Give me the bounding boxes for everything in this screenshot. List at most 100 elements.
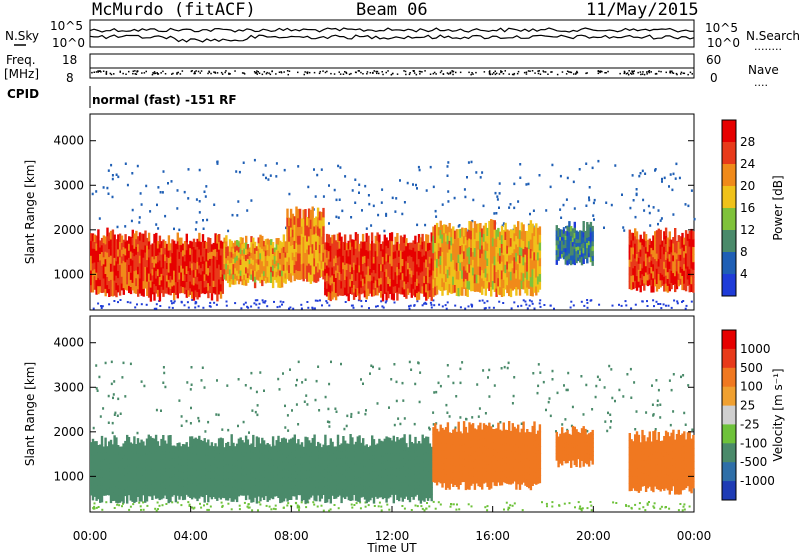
ground-cell: [351, 507, 353, 509]
scatter-cell: [256, 391, 258, 394]
freq-mark: [490, 74, 492, 76]
scatter-cell: [465, 418, 467, 421]
scatter-cell: [657, 223, 659, 226]
ground-cell: [97, 303, 99, 305]
freq-mark: [334, 73, 336, 75]
scatter-cell: [108, 395, 110, 398]
data-cell: [692, 239, 694, 247]
scatter-cell: [202, 367, 204, 370]
ground-cell: [531, 300, 533, 302]
scatter-cell: [191, 384, 193, 387]
data-cell: [283, 234, 285, 241]
noise-trace: [90, 35, 694, 42]
ground-cell: [574, 506, 576, 508]
scatter-cell: [642, 199, 644, 202]
scatter-cell: [328, 421, 330, 424]
data-cell: [367, 236, 369, 244]
scatter-cell: [156, 409, 158, 412]
scatter-cell: [551, 164, 553, 167]
freq-mark: [268, 72, 270, 74]
ground-cell: [162, 504, 164, 506]
scatter-cell: [525, 183, 527, 186]
scatter-cell: [123, 362, 125, 365]
freq-label: Freq.: [6, 53, 36, 67]
freq-mark: [374, 70, 376, 72]
freq-mark: [322, 70, 324, 72]
scatter-cell: [447, 165, 449, 168]
data-cell: [396, 233, 398, 242]
scatter-cell: [636, 188, 638, 191]
ground-cell: [404, 508, 406, 510]
scatter-cell: [493, 212, 495, 215]
scatter-cell: [284, 405, 286, 408]
freq-mark: [387, 70, 389, 72]
ground-cell: [642, 301, 644, 303]
data-cell: [692, 231, 694, 239]
ground-cell: [203, 504, 205, 506]
scatter-cell: [638, 175, 640, 178]
ground-cell: [408, 305, 410, 307]
ground-cell: [458, 508, 460, 510]
scatter-cell: [164, 215, 166, 218]
scatter-cell: [330, 361, 332, 364]
ground-cell: [365, 506, 367, 508]
freq-mark: [256, 70, 258, 72]
scatter-cell: [404, 417, 406, 420]
ground-cell: [541, 501, 543, 503]
scatter-cell: [652, 414, 654, 417]
ground-cell: [262, 299, 264, 301]
ground-cell: [686, 305, 688, 307]
scatter-cell: [195, 228, 197, 231]
data-cell: [101, 436, 103, 445]
freq-mark: [344, 71, 346, 73]
scatter-cell: [414, 383, 416, 386]
scatter-cell: [120, 413, 122, 416]
ground-cell: [100, 305, 102, 307]
freq-mark: [495, 71, 497, 73]
ground-cell: [581, 301, 583, 303]
freq-mark: [460, 72, 462, 74]
ground-cell: [488, 307, 490, 309]
freq-mark: [499, 73, 501, 75]
scatter-cell: [141, 380, 143, 383]
freq-mark: [210, 73, 212, 75]
noise-tick-left-bottom: 10^0: [52, 36, 85, 50]
ground-cell: [136, 303, 138, 305]
freq-nave-traces: [90, 68, 694, 76]
data-cell: [222, 280, 224, 287]
scatter-cell: [93, 427, 95, 430]
ground-cell: [546, 503, 548, 505]
ground-cell: [440, 504, 442, 506]
ground-cell: [146, 505, 148, 507]
scatter-cell: [675, 163, 677, 166]
scatter-cell: [250, 199, 252, 202]
scatter-cell: [585, 163, 587, 166]
ground-cell: [134, 306, 136, 308]
ground-cell: [154, 308, 156, 310]
scatter-cell: [407, 182, 409, 185]
scatter-cell: [543, 381, 545, 384]
scatter-cell: [346, 425, 348, 428]
freq-mark: [517, 73, 519, 75]
scatter-cell: [97, 390, 99, 393]
data-cell: [592, 241, 594, 247]
ground-cell: [539, 302, 541, 304]
scatter-cell: [685, 203, 687, 206]
ground-cell: [243, 303, 245, 305]
scatter-cell: [236, 214, 238, 217]
ground-cell: [430, 302, 432, 304]
ground-cell: [353, 307, 355, 309]
scatter-cell: [564, 418, 566, 421]
ground-cell: [578, 501, 580, 503]
scatter-cell: [583, 413, 585, 416]
scatter-cell: [633, 199, 635, 202]
ground-cell: [281, 304, 283, 306]
colorbar-tick-label: 4: [740, 267, 748, 281]
data-cell: [692, 254, 694, 262]
ground-cell: [312, 501, 314, 503]
freq-mark: [234, 70, 236, 72]
data-cell: [159, 293, 161, 302]
ground-cell: [379, 502, 381, 504]
freq-mark: [453, 71, 455, 73]
